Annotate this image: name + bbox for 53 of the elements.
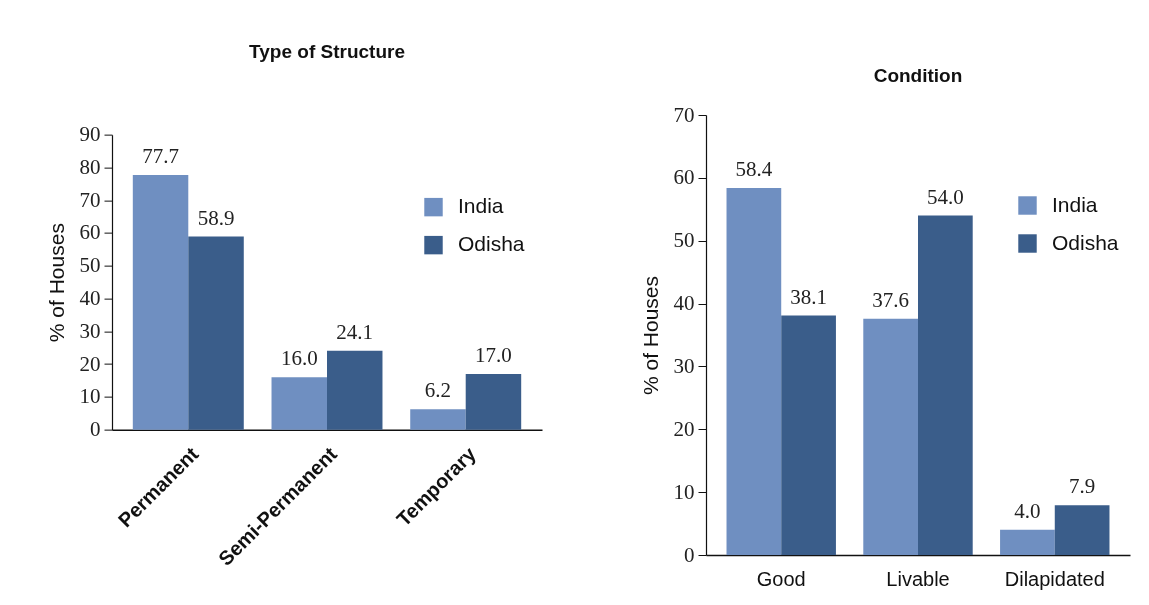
data-label: 58.9 [197, 205, 235, 230]
bar [863, 318, 918, 555]
bar [918, 215, 973, 555]
chart-title: Condition [873, 65, 963, 86]
y-tick-label: 60 [673, 165, 695, 190]
bar [465, 373, 522, 430]
data-label: 38.1 [790, 284, 827, 309]
y-tick-label: 10 [79, 384, 101, 409]
y-tick-label: 80 [79, 154, 101, 179]
chart-title: Type of Structure [249, 40, 405, 62]
y-tick-label: 60 [79, 220, 101, 245]
y-tick-label: 0 [684, 542, 695, 567]
bar [1000, 529, 1055, 555]
y-tick-label: 20 [673, 416, 695, 441]
legend-label: India [458, 194, 504, 218]
legend-label: India [1052, 192, 1098, 216]
x-tick-label: Livable [886, 567, 950, 590]
bar [271, 377, 327, 430]
x-tick-label: Good [756, 567, 806, 590]
data-label: 6.2 [424, 378, 452, 403]
bar [327, 350, 383, 430]
y-axis-title: % of Houses [638, 275, 662, 396]
y-tick-label: 90 [79, 122, 101, 147]
data-label: 16.0 [280, 346, 318, 371]
y-tick-label: 20 [79, 351, 101, 376]
bar [410, 409, 466, 430]
data-label: 54.0 [926, 184, 964, 209]
data-label: 4.0 [1014, 498, 1041, 523]
y-tick-label: 30 [673, 353, 695, 378]
data-label: 24.1 [336, 319, 374, 344]
y-tick-label: 70 [79, 187, 101, 212]
y-tick-label: 50 [673, 228, 695, 253]
legend-label: Odisha [458, 232, 525, 256]
bar [781, 315, 836, 555]
y-tick-label: 40 [79, 286, 101, 311]
y-tick-label: 10 [673, 479, 695, 504]
y-axis-title: % of Houses [44, 223, 68, 343]
y-tick-label: 40 [673, 291, 695, 316]
y-tick-label: 0 [90, 417, 101, 442]
bar [188, 236, 244, 430]
y-tick-label: 70 [673, 102, 695, 127]
y-tick-label: 30 [79, 318, 101, 343]
y-tick-label: 50 [79, 253, 101, 278]
data-label: 58.4 [735, 156, 773, 181]
bar [1054, 505, 1110, 555]
data-label: 37.6 [872, 287, 910, 312]
legend-label: Odisha [1052, 230, 1119, 254]
data-label: 17.0 [475, 342, 512, 367]
bar [726, 187, 782, 555]
bar [132, 174, 189, 430]
data-label: 7.9 [1069, 474, 1096, 499]
x-tick-label: Dilapidated [1004, 567, 1105, 590]
data-label: 77.7 [142, 143, 179, 168]
